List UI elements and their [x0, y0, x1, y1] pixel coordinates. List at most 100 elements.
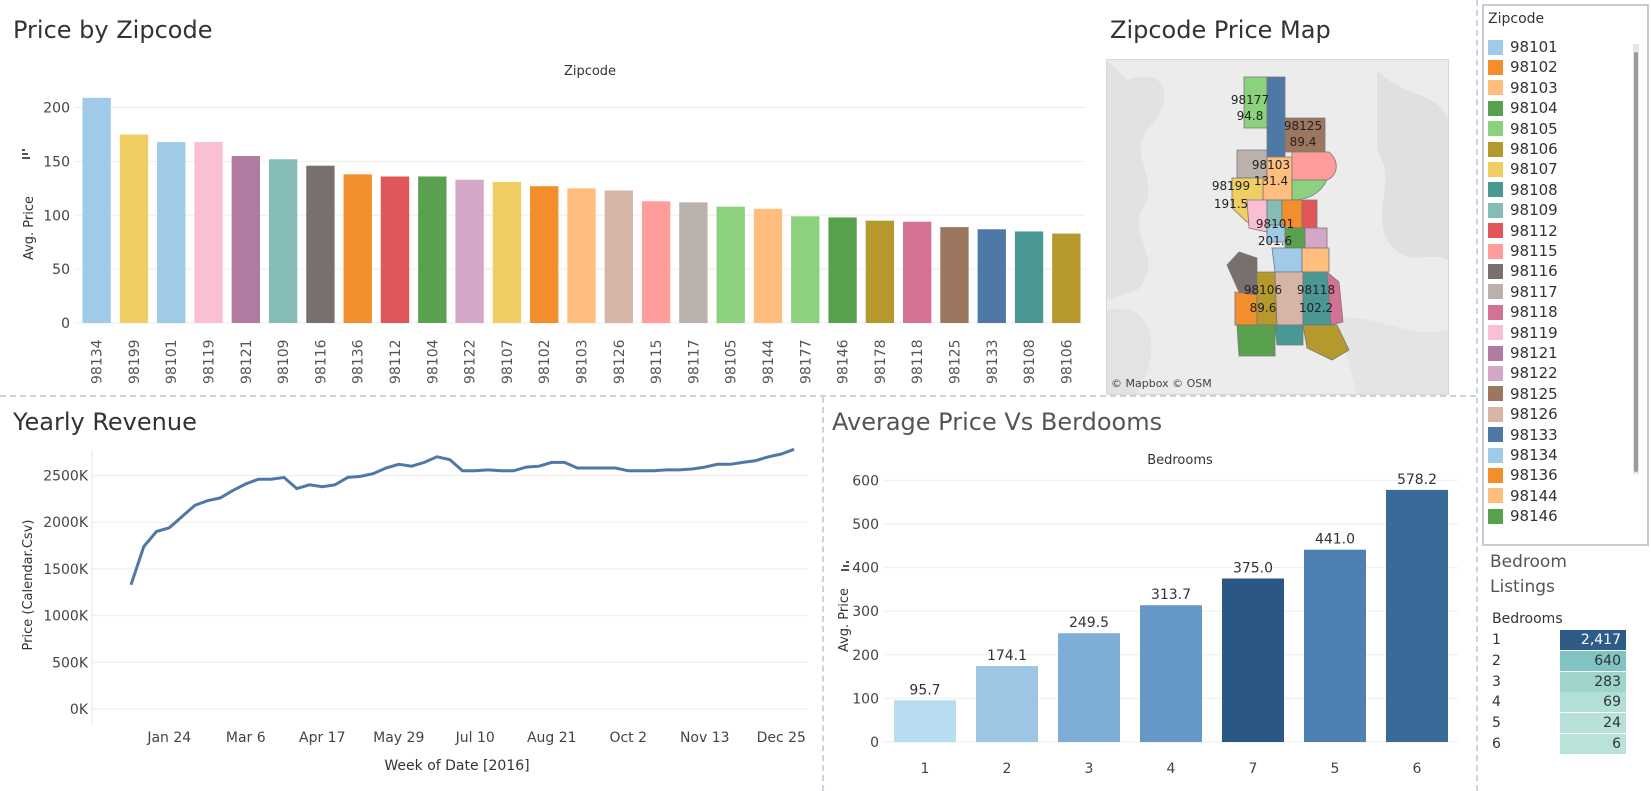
bar-zip-98133[interactable]	[977, 229, 1006, 323]
bar-zip-98112[interactable]	[380, 176, 410, 323]
bar-zip-98126[interactable]	[604, 190, 633, 323]
bar-bedrooms-1[interactable]	[894, 700, 956, 742]
legend-item[interactable]: 98121	[1488, 343, 1558, 363]
bar-zip-98109[interactable]	[268, 159, 298, 323]
yearly-revenue-title: Yearly Revenue	[13, 408, 197, 436]
bar-zip-98178[interactable]	[865, 220, 895, 323]
legend-swatch	[1488, 386, 1503, 402]
legend-item[interactable]: 98122	[1488, 363, 1558, 383]
x-tick-label: 98108	[1022, 339, 1038, 384]
map-attribution[interactable]: © Mapbox © OSM	[1111, 377, 1212, 390]
legend-item[interactable]: 98112	[1488, 221, 1558, 241]
legend-item[interactable]: 98116	[1488, 261, 1558, 281]
bar-zip-98146[interactable]	[828, 217, 857, 323]
x-tick-label: 98133	[985, 339, 1001, 384]
bar-zip-98106[interactable]	[1052, 233, 1081, 323]
bar-zip-98104[interactable]	[418, 176, 447, 323]
legend-item[interactable]: 98144	[1488, 486, 1558, 506]
bar-zip-98119[interactable]	[194, 142, 223, 323]
legend-item[interactable]: 98134	[1488, 445, 1558, 465]
table-row[interactable]: 3 283	[1490, 671, 1626, 693]
bar-zip-98134[interactable]	[82, 97, 111, 323]
legend-item[interactable]: 98136	[1488, 465, 1558, 485]
bar-bedrooms-5[interactable]	[1304, 549, 1366, 742]
legend-item[interactable]: 98146	[1488, 506, 1558, 526]
legend-item[interactable]: 98126	[1488, 404, 1558, 424]
bar-zip-98144[interactable]	[753, 208, 783, 323]
legend-item[interactable]: 98119	[1488, 323, 1558, 343]
listings-count-cell: 2,417	[1560, 630, 1626, 650]
divider-vertical	[822, 397, 824, 791]
map-label-zip: 98125	[1284, 119, 1322, 133]
legend-item[interactable]: 98106	[1488, 139, 1558, 159]
legend-scrollbar-thumb[interactable]	[1634, 52, 1638, 472]
table-row[interactable]: 1 2,417	[1490, 630, 1626, 651]
legend-item[interactable]: 98101	[1488, 37, 1558, 57]
bar-zip-98125[interactable]	[940, 227, 969, 323]
bar-zip-98115[interactable]	[641, 201, 671, 323]
map-label-value: 131.4	[1254, 174, 1288, 188]
legend-item[interactable]: 98107	[1488, 159, 1558, 179]
bar-zip-98177[interactable]	[791, 216, 820, 323]
legend-swatch	[1488, 100, 1503, 116]
legend-swatch	[1488, 223, 1503, 239]
bedrooms-cell: 1	[1492, 632, 1501, 648]
legend-item[interactable]: 98108	[1488, 180, 1558, 200]
bar-zip-98105[interactable]	[716, 206, 745, 323]
bar-bedrooms-7[interactable]	[1222, 578, 1284, 743]
table-row[interactable]: 2 640	[1490, 650, 1626, 672]
legend-swatch	[1488, 161, 1503, 177]
x-tick-label: 2	[1003, 761, 1012, 777]
y-tick-label: 200	[852, 648, 879, 664]
bar-zip-98122[interactable]	[455, 179, 484, 323]
legend-swatch	[1488, 284, 1503, 300]
legend-item[interactable]: 98103	[1488, 78, 1558, 98]
legend-label: 98126	[1510, 405, 1558, 424]
table-row[interactable]: 4 69	[1490, 692, 1626, 713]
y-tick-label: 400	[852, 561, 879, 577]
bedroom-listings-title-line1: Bedroom	[1490, 552, 1567, 572]
revenue-line[interactable]	[129, 447, 795, 586]
bar-zip-98136[interactable]	[343, 174, 372, 323]
table-row[interactable]: 5 24	[1490, 713, 1626, 734]
sort-icon[interactable]	[841, 561, 849, 571]
legend-item[interactable]: 98109	[1488, 200, 1558, 220]
legend-item[interactable]: 98115	[1488, 241, 1558, 261]
legend-item[interactable]: 98125	[1488, 384, 1558, 404]
bar-zip-98117[interactable]	[679, 202, 708, 323]
x-tick-label: 98106	[1059, 339, 1075, 384]
bar-zip-98118[interactable]	[902, 221, 932, 323]
zipcode-legend[interactable]: Zipcode 98101 98102 98103 98104 98105 98106 98…	[1482, 4, 1649, 546]
x-tick-label: 98107	[500, 339, 516, 384]
sort-icon[interactable]	[22, 149, 30, 159]
bar-zip-98116[interactable]	[306, 165, 335, 323]
bar-bedrooms-6[interactable]	[1386, 489, 1448, 742]
legend-label: 98102	[1510, 58, 1558, 77]
bar-zip-98108[interactable]	[1014, 231, 1044, 323]
legend-item[interactable]: 98104	[1488, 98, 1558, 118]
legend-item[interactable]: 98105	[1488, 119, 1558, 139]
legend-item[interactable]: 98102	[1488, 57, 1558, 77]
legend-label: 98117	[1510, 282, 1558, 301]
bar-zip-98121[interactable]	[231, 156, 261, 323]
divider-right	[1476, 0, 1478, 791]
bar-zip-98103[interactable]	[567, 188, 596, 323]
bar-zip-98101[interactable]	[157, 142, 186, 323]
map-label-zip: 98199	[1212, 179, 1250, 193]
legend-item[interactable]: 98133	[1488, 425, 1558, 445]
legend-swatch	[1488, 202, 1503, 218]
bar-zip-98102[interactable]	[530, 186, 559, 323]
bar-bedrooms-2[interactable]	[976, 666, 1038, 742]
bar-zip-98199[interactable]	[119, 134, 149, 323]
bar-bedrooms-4[interactable]	[1140, 605, 1202, 742]
y-tick-label: 0	[61, 316, 70, 332]
bar-zip-98107[interactable]	[492, 181, 522, 323]
zipcode-price-map[interactable]: 98177 94.8 98125 89.4 98103 131.4 98199 …	[1106, 59, 1449, 395]
x-tick-label: 98104	[425, 339, 441, 384]
bar-bedrooms-3[interactable]	[1058, 633, 1120, 742]
map-canvas[interactable]: 98177 94.8 98125 89.4 98103 131.4 98199 …	[1107, 60, 1448, 394]
legend-item[interactable]: 98118	[1488, 302, 1558, 322]
map-label-value: 201.6	[1258, 234, 1292, 248]
legend-item[interactable]: 98117	[1488, 282, 1558, 302]
